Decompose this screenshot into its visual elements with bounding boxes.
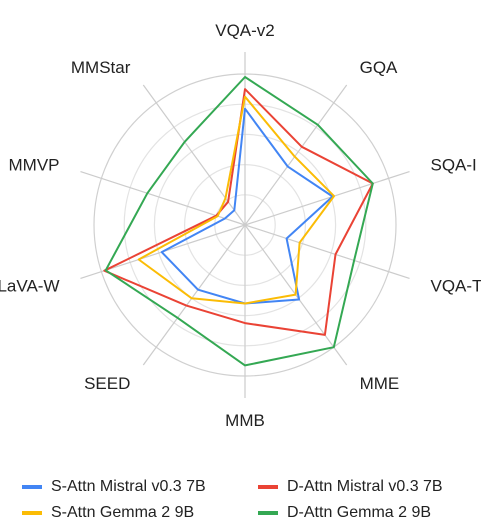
legend-item-s-attn-mistral: S-Attn Mistral v0.3 7B: [22, 476, 206, 498]
axis-spoke: [245, 225, 410, 278]
axis-label: VQA-T: [431, 276, 481, 295]
axis-spoke: [143, 85, 245, 225]
axis-spoke: [245, 172, 410, 225]
legend-item-d-attn-mistral: D-Attn Mistral v0.3 7B: [258, 476, 443, 498]
radar-chart: VQA-v2 GQA SQA-I VQA-T MME MMB SEED LLaVA-W MMVP…: [0, 0, 481, 470]
legend-item-s-attn-gemma: S-Attn Gemma 2 9B: [22, 502, 194, 524]
legend-swatch: [258, 511, 278, 515]
axis-label: MMB: [225, 411, 265, 430]
axis-label: LLaVA-W: [0, 276, 60, 295]
legend-label: S-Attn Gemma 2 9B: [51, 504, 194, 522]
axis-label: MME: [360, 374, 400, 393]
legend-swatch: [22, 511, 42, 515]
axis-label: MMVP: [9, 156, 60, 175]
axis-label: GQA: [360, 58, 398, 77]
radar-series: [104, 77, 373, 365]
legend-swatch: [258, 485, 278, 489]
legend-label: D-Attn Mistral v0.3 7B: [287, 478, 443, 496]
axis-spoke: [245, 85, 347, 225]
axis-spoke: [143, 225, 245, 365]
legend: S-Attn Mistral v0.3 7B D-Attn Mistral v0…: [0, 468, 481, 523]
legend-label: S-Attn Mistral v0.3 7B: [51, 478, 206, 496]
axis-label: SEED: [84, 374, 130, 393]
axis-spoke: [80, 172, 245, 225]
legend-swatch: [22, 485, 42, 489]
axis-label: MMStar: [71, 58, 131, 77]
legend-label: D-Attn Gemma 2 9B: [287, 504, 431, 522]
axis-label: VQA-v2: [215, 21, 275, 40]
legend-item-d-attn-gemma: D-Attn Gemma 2 9B: [258, 502, 431, 524]
axis-label: SQA-I: [431, 156, 477, 175]
